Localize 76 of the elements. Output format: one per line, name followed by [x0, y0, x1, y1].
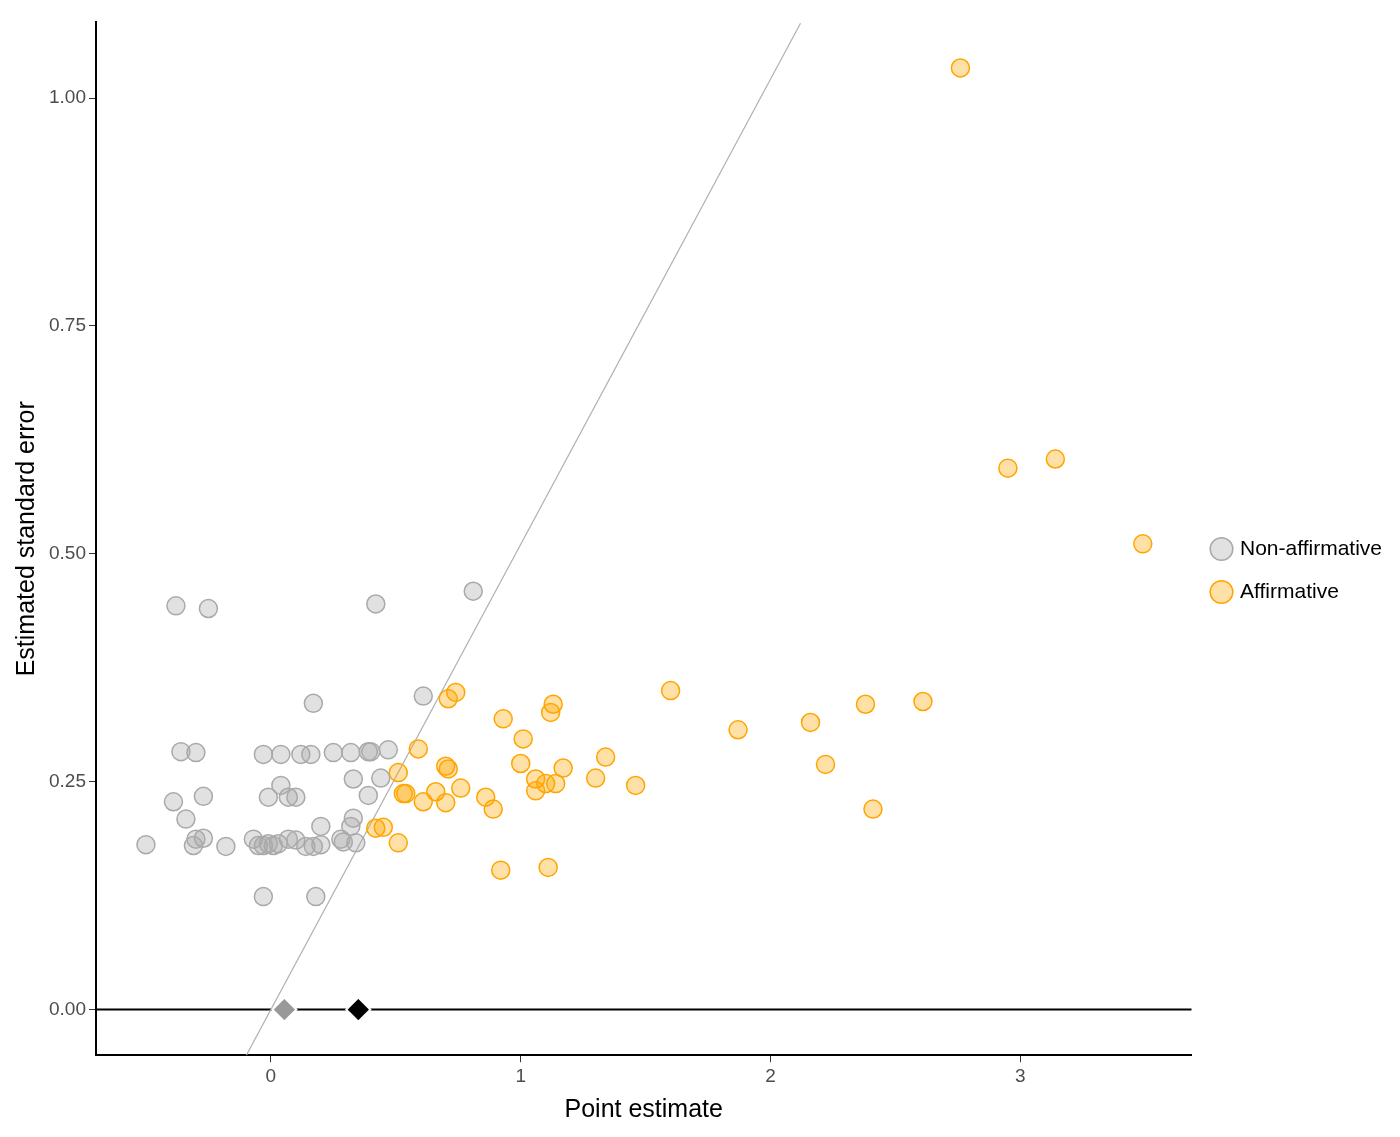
- point: [388, 762, 409, 783]
- x-axis-title: Point estimate: [564, 1093, 723, 1122]
- point: [998, 458, 1018, 478]
- x-tick-label: 0: [265, 1064, 277, 1086]
- point: [346, 833, 366, 853]
- point: [436, 792, 456, 813]
- y-axis-title: Estimated standard error: [10, 401, 39, 677]
- point: [186, 742, 206, 763]
- point: [950, 58, 971, 78]
- legend-label: Affirmative: [1240, 578, 1339, 602]
- point: [800, 712, 821, 733]
- point: [136, 834, 156, 855]
- point: [413, 686, 434, 706]
- point: [1133, 534, 1153, 554]
- point: [463, 581, 483, 601]
- point: [358, 785, 379, 806]
- point: [660, 680, 681, 701]
- point: [490, 860, 511, 880]
- point: [855, 694, 876, 714]
- point: [483, 799, 503, 819]
- legend-label: Non-affirmative: [1240, 535, 1382, 559]
- point: [311, 834, 331, 855]
- point: [540, 702, 561, 723]
- point: [445, 682, 466, 703]
- point: [863, 799, 883, 819]
- point: [625, 775, 646, 796]
- x-tick-label: 3: [1015, 1064, 1026, 1086]
- y-tick-label: 1.00: [49, 86, 86, 108]
- point: [166, 596, 186, 616]
- point: [271, 744, 291, 765]
- point: [258, 787, 279, 807]
- point: [538, 857, 558, 878]
- point: [408, 739, 429, 759]
- point: [198, 598, 219, 619]
- point: [373, 817, 394, 838]
- point: [301, 744, 321, 765]
- point: [216, 836, 236, 857]
- point: [815, 754, 836, 775]
- point: [450, 778, 471, 798]
- point: [525, 781, 546, 801]
- point: [913, 691, 933, 712]
- y-tick-label: 0.00: [49, 997, 86, 1019]
- point: [341, 742, 361, 763]
- point: [728, 720, 748, 740]
- point: [193, 828, 214, 848]
- point: [493, 709, 513, 729]
- point: [311, 816, 331, 837]
- point: [366, 594, 386, 614]
- point: [388, 833, 409, 853]
- point: [163, 792, 184, 812]
- y-tick-label: 0.25: [49, 769, 86, 791]
- point: [343, 769, 364, 789]
- point: [253, 886, 274, 907]
- point: [271, 996, 298, 1023]
- x-tick-label: 2: [765, 1064, 776, 1086]
- point: [323, 742, 344, 763]
- point: [371, 768, 391, 788]
- point: [286, 787, 306, 807]
- point: [513, 729, 533, 749]
- point: [253, 744, 274, 765]
- point: [306, 886, 326, 907]
- point: [553, 758, 573, 778]
- y-tick-label: 0.50: [49, 542, 86, 564]
- point: [413, 792, 434, 812]
- point: [585, 768, 606, 788]
- point: [176, 809, 196, 829]
- point: [303, 693, 324, 714]
- point: [345, 996, 372, 1023]
- point: [193, 786, 214, 807]
- point: [510, 753, 531, 774]
- point: [595, 747, 616, 767]
- x-tick-label: 1: [515, 1064, 526, 1086]
- point: [1045, 449, 1066, 469]
- point: [378, 740, 399, 760]
- y-tick-label: 0.75: [49, 314, 86, 336]
- point: [545, 773, 566, 794]
